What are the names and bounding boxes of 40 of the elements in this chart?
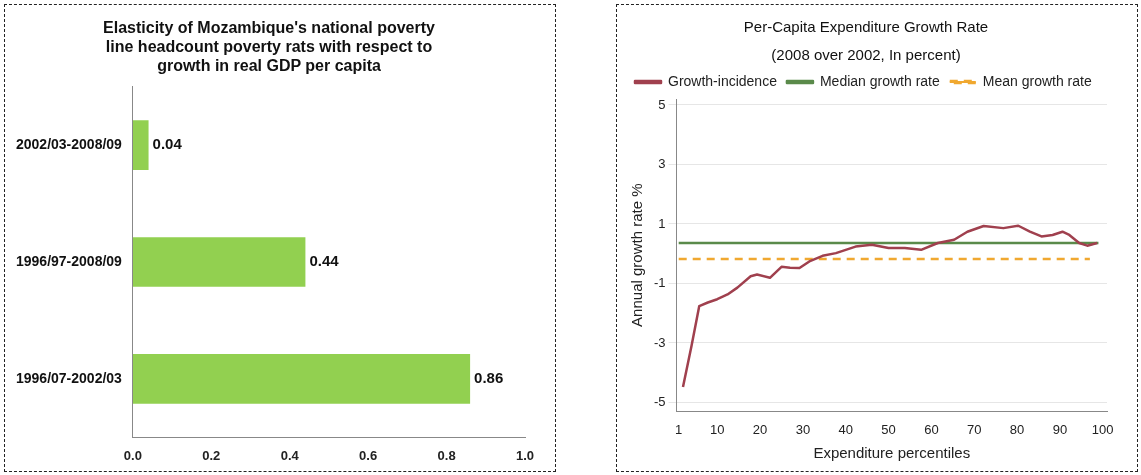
x-tick-label: 0.4 [280,447,300,463]
x-tick-label: 30 [795,421,811,437]
y-tick-label: 3 [658,156,666,172]
data-label: 0.04 [152,135,183,153]
x-tick-label: 70 [966,421,982,437]
x-tick-label: 0.8 [437,447,456,463]
x-tick-label: 1 [675,421,683,437]
x-tick-label: 0.6 [359,447,378,463]
x-axis-title: Expenditure percentiles [813,444,971,462]
chart-title: Per-Capita Expenditure Growth Rate [743,18,989,36]
y-tick-label: 1996/07-2002/03 [16,369,123,386]
x-tick-label: 20 [752,421,768,437]
bar [132,120,149,170]
x-tick-label: 50 [881,421,896,437]
y-tick-label: 1996/97-2008/09 [16,252,123,269]
y-tick-label: 5 [658,96,666,112]
x-tick-label: 60 [924,421,939,437]
x-tick-label: 40 [838,421,853,437]
legend-label: Median growth rate [819,72,940,89]
y-tick-label: -5 [654,394,666,410]
data-label: 0.86 [474,369,504,387]
y-tick-label: -3 [654,334,666,350]
y-tick-label: -1 [654,275,666,291]
x-tick-label: 80 [1009,421,1025,437]
x-tick-label: 100 [1091,421,1114,437]
y-tick-label: 1 [658,215,666,231]
legend-label: Growth-incidence [668,72,778,89]
x-tick-label: 90 [1052,421,1068,437]
x-tick-label: 0.2 [202,447,221,463]
y-axis-title: Annual growth rate % [628,183,646,327]
legend-label: Mean growth rate [982,72,1092,89]
bar [132,237,306,287]
x-tick-label: 0.0 [123,447,142,463]
chart-subtitle: (2008 over 2002, In percent) [771,46,961,64]
data-label: 0.44 [309,252,340,270]
y-tick-label: 2002/03-2008/09 [16,135,123,152]
x-tick-label: 10 [710,421,725,437]
bar [132,354,471,404]
x-tick-label: 1.0 [515,447,535,463]
chart-title: Elasticity of Mozambique's national poverty line headcount poverty rats with respect to growth in real GDP per capita [103,19,436,75]
